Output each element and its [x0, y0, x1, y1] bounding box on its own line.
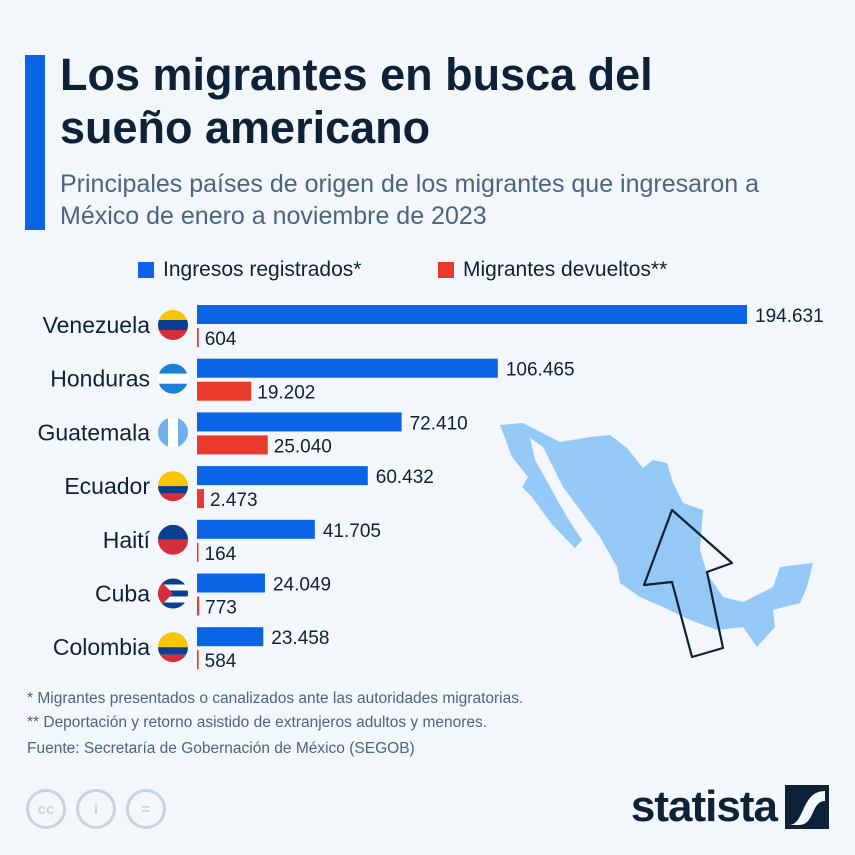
bar-devueltos: [197, 328, 199, 347]
mexico-map: [500, 423, 813, 659]
bar-devueltos: [197, 489, 204, 509]
bar-devueltos: [197, 381, 252, 401]
data-label-devueltos: 584: [205, 651, 237, 672]
legend-label: Migrantes devueltos**: [463, 258, 668, 281]
data-label-ingresos: 72.410: [410, 413, 468, 434]
category-label: Venezuela: [43, 312, 151, 338]
category-label: Colombia: [53, 634, 150, 660]
bar-devueltos: [197, 542, 199, 562]
category-label: Guatemala: [37, 419, 150, 445]
statista-logo-icon: [785, 785, 829, 829]
honduras-flag-icon: [158, 363, 188, 394]
data-label-devueltos: 164: [205, 544, 237, 565]
bar-devueltos: [197, 650, 199, 670]
bar-ingresos: [197, 305, 747, 324]
legend-label: Ingresos registrados*: [163, 258, 362, 281]
data-label-ingresos: 24.049: [273, 575, 331, 596]
data-label-devueltos: 773: [205, 598, 237, 619]
source: Fuente: Secretaría de Gobernación de Méx…: [27, 740, 415, 757]
data-label-ingresos: 41.705: [323, 521, 381, 542]
ecuador-flag-icon: [158, 471, 188, 502]
legend-swatch-red: [438, 262, 454, 278]
chart-title: Los migrantes en busca del sueño america…: [60, 49, 653, 153]
bar-ingresos: [197, 358, 498, 378]
chart-subtitle: Principales países de origen de los migr…: [60, 170, 760, 230]
cuba-flag-icon: [158, 578, 188, 609]
bar-devueltos: [197, 435, 268, 455]
bar-ingresos: [197, 573, 265, 593]
license-icons: cc i =: [26, 789, 166, 829]
data-label-devueltos: 2.473: [210, 490, 258, 511]
guatemala-flag-icon: [158, 417, 188, 448]
statista-wordmark: statista: [630, 782, 778, 831]
haiti-flag-icon: [158, 524, 188, 555]
category-label: Honduras: [50, 366, 150, 392]
data-label-ingresos: 106.465: [506, 360, 575, 381]
data-label-ingresos: 60.432: [376, 467, 434, 488]
category-label: Ecuador: [64, 473, 150, 499]
cc-icon[interactable]: cc: [26, 789, 66, 829]
attribution-icon[interactable]: i: [76, 789, 116, 829]
mexico-map-shape: [500, 423, 813, 647]
category-label: Cuba: [95, 581, 150, 607]
bar-ingresos: [197, 412, 402, 432]
footnote-2: ** Deportación y retorno asistido de ext…: [27, 714, 488, 731]
title-accent-bar: [25, 55, 45, 230]
venezuela-flag-icon: [158, 310, 188, 340]
footnote-1: * Migrantes presentados o canalizados an…: [27, 690, 524, 707]
data-label-devueltos: 604: [205, 329, 237, 350]
arrow-up-icon: [642, 508, 734, 659]
statista-logo[interactable]: statista: [631, 782, 829, 832]
data-label-ingresos: 23.458: [271, 628, 329, 649]
category-label: Haití: [103, 527, 151, 553]
data-label-ingresos: 194.631: [755, 306, 824, 327]
legend-swatch-blue: [138, 262, 154, 278]
colombia-flag-icon: [158, 632, 188, 663]
bar-devueltos: [197, 596, 200, 616]
no-derivatives-icon[interactable]: =: [126, 789, 166, 829]
legend-item-ingresos: Ingresos registrados*: [138, 258, 361, 282]
legend-item-devueltos: Migrantes devueltos**: [438, 258, 667, 282]
bar-ingresos: [197, 466, 368, 486]
data-label-devueltos: 25.040: [274, 436, 332, 457]
data-label-devueltos: 19.202: [257, 383, 315, 404]
bar-ingresos: [197, 627, 264, 647]
bar-ingresos: [197, 519, 315, 539]
